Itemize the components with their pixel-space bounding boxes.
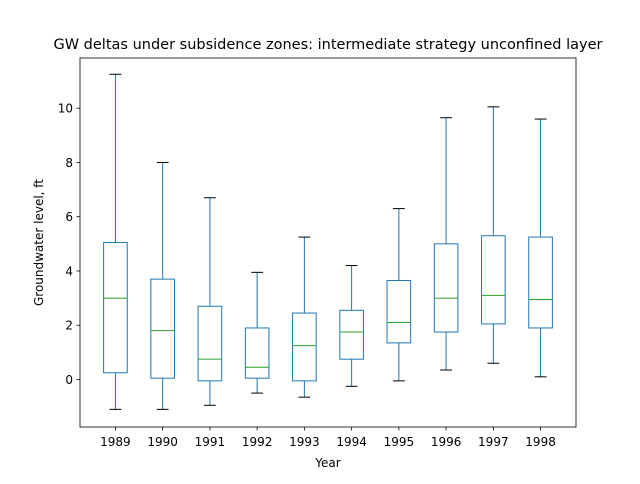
x-tick-label: 1989 — [100, 435, 131, 449]
x-axis-ticks: 1989 1990 1991 1992 1993 1994 1995 1996 1997 1998 — [100, 427, 556, 449]
y-axis-label: Groundwater level, ft — [32, 179, 46, 306]
box-1998 — [528, 118, 553, 378]
x-tick-label: 1994 — [336, 435, 367, 449]
iqr-box — [433, 243, 459, 333]
y-tick-label: 10 — [58, 101, 73, 115]
x-tick-label: 1991 — [195, 435, 226, 449]
y-tick-label: 6 — [65, 210, 73, 224]
y-tick-label: 8 — [65, 156, 73, 170]
y-tick-label: 2 — [65, 319, 73, 333]
box-1993 — [292, 236, 317, 398]
iqr-box — [244, 327, 270, 379]
box-1995 — [386, 208, 412, 382]
iqr-box — [150, 278, 175, 379]
iqr-box — [339, 309, 364, 360]
x-tick-label: 1993 — [289, 435, 320, 449]
y-axis-ticks: 0 2 4 6 8 10 — [58, 101, 80, 387]
y-tick-label: 4 — [65, 264, 73, 278]
iqr-box — [528, 236, 553, 329]
iqr-box — [103, 242, 128, 374]
chart-title: GW deltas under subsidence zones: interm… — [54, 37, 603, 53]
x-tick-label: 1998 — [525, 435, 556, 449]
x-tick-label: 1997 — [478, 435, 509, 449]
iqr-box — [197, 305, 223, 382]
y-tick-label: 0 — [65, 373, 73, 387]
iqr-box — [481, 235, 506, 325]
box-1990 — [150, 161, 175, 410]
x-tick-label: 1990 — [147, 435, 178, 449]
plot-area-frame — [79, 57, 577, 428]
x-tick-label: 1992 — [242, 435, 273, 449]
box-1989 — [103, 73, 128, 410]
box-1992 — [244, 271, 270, 394]
iqr-box — [292, 312, 317, 382]
boxes-layer — [103, 73, 553, 410]
x-tick-label: 1995 — [384, 435, 415, 449]
box-1991 — [197, 197, 223, 406]
x-axis-label: Year — [314, 456, 340, 470]
x-tick-label: 1996 — [431, 435, 462, 449]
box-1994 — [339, 265, 364, 387]
box-1996 — [433, 117, 459, 371]
box-1997 — [481, 106, 506, 364]
iqr-box — [386, 279, 412, 344]
